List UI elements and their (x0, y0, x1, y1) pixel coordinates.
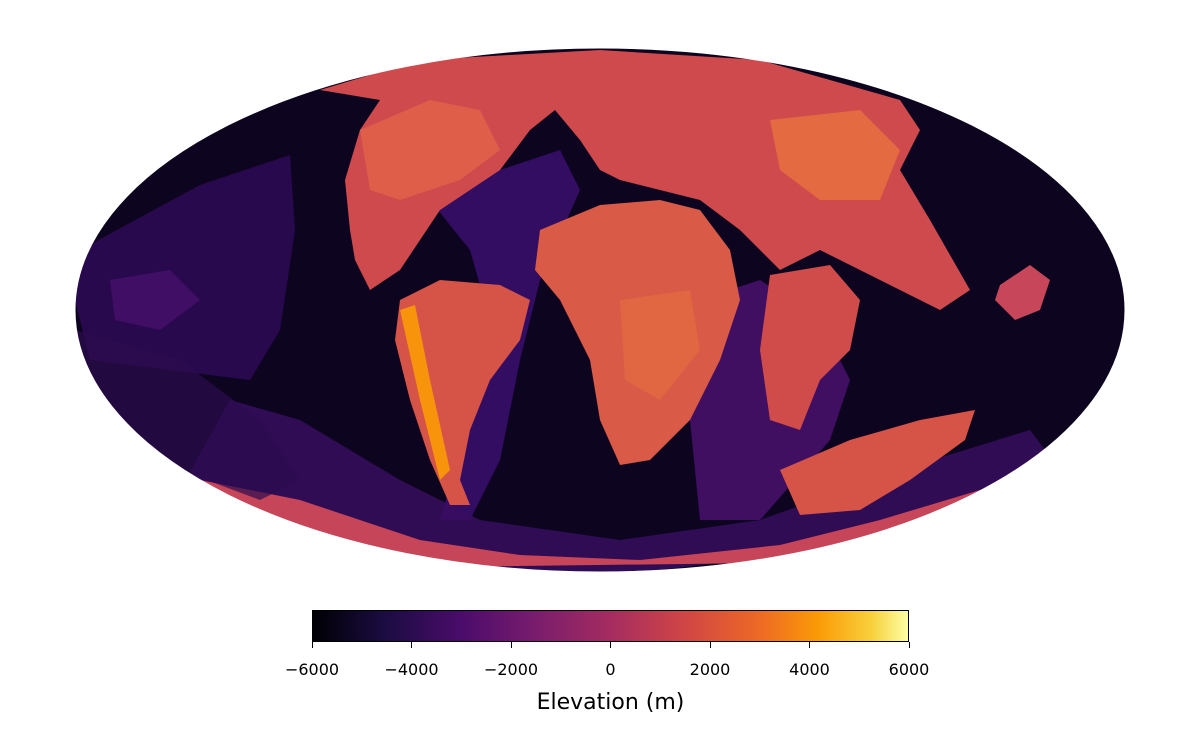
east-island (995, 265, 1050, 320)
colorbar-label: Elevation (m) (536, 690, 685, 715)
colorbar-tick (809, 642, 810, 648)
colorbar-tick (709, 642, 711, 648)
colorbar-gradient (312, 610, 909, 642)
northern-highlands (360, 100, 500, 200)
pacific-shelf-region (75, 155, 295, 380)
colorbar-tick (908, 642, 910, 648)
south-america (395, 280, 530, 505)
antarctica-australia (780, 410, 975, 515)
colorbar-tick-label: −4000 (384, 660, 439, 679)
world-map (74, 47, 1126, 573)
colorbar-tick-label: 2000 (689, 660, 731, 679)
colorbar-tick-label: −2000 (483, 660, 539, 679)
indian-plate (760, 265, 860, 430)
colorbar-tick (411, 642, 412, 648)
southern-rim (200, 480, 1000, 570)
colorbar-tick-label: 6000 (888, 660, 930, 679)
pacific-edge-shelf (75, 330, 300, 500)
colorbar (312, 610, 909, 642)
pacific-islands (110, 270, 200, 330)
colorbar-tick (311, 642, 313, 648)
asian-highlands (770, 110, 900, 200)
map-border (74, 47, 1126, 573)
africa-highlands (620, 290, 700, 400)
colorbar-tick (510, 642, 512, 648)
colorbar-tick-label: 0 (605, 660, 616, 679)
colorbar-tick (610, 642, 611, 648)
map-content (75, 48, 1125, 572)
colorbar-tick-label: −6000 (284, 660, 340, 679)
colorbar-tick-label: 4000 (789, 660, 830, 679)
andes-range (400, 305, 450, 480)
